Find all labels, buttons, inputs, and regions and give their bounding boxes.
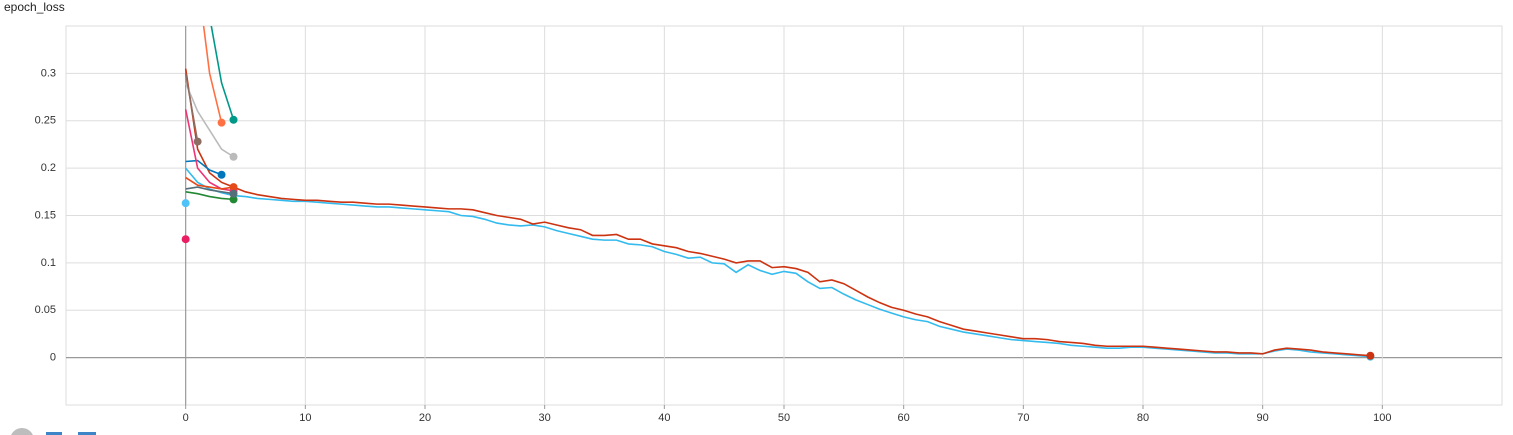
legend-icon[interactable] <box>78 432 96 435</box>
x-tick-label: 90 <box>1257 412 1269 424</box>
series-end-dot <box>217 118 226 127</box>
series-end-dot <box>229 195 238 204</box>
series-line <box>184 68 1371 357</box>
x-tick-label: 0 <box>183 412 189 424</box>
x-tick-label: 20 <box>419 412 431 424</box>
x-tick-label: 40 <box>658 412 670 424</box>
series-end-dot <box>1366 351 1375 360</box>
series-end-dot <box>193 137 202 146</box>
series-end-dot <box>181 235 190 244</box>
y-tick-label: 0.3 <box>41 67 56 79</box>
series-end-dot <box>229 189 238 198</box>
plot-area <box>181 26 1375 361</box>
series-end-dot <box>229 183 238 192</box>
series-line <box>184 109 234 192</box>
x-tick-label: 30 <box>539 412 551 424</box>
series-end-dot <box>229 152 238 161</box>
series-end-dot <box>181 199 190 208</box>
y-tick-label: 0.15 <box>35 209 56 221</box>
series-line <box>185 159 222 176</box>
y-tick-label: 0.05 <box>35 304 56 316</box>
y-tick-label: 0 <box>50 352 56 364</box>
series-line <box>185 186 234 195</box>
series-line <box>185 167 1371 358</box>
series-end-dot <box>229 115 238 124</box>
series-end-dot <box>217 170 226 179</box>
series-line <box>184 82 234 158</box>
series-line <box>210 26 235 121</box>
x-tick-label: 50 <box>778 412 790 424</box>
series-line <box>184 73 199 142</box>
series-line <box>202 26 223 123</box>
legend-toggle-icon[interactable] <box>10 428 34 435</box>
x-tick-label: 100 <box>1373 412 1391 424</box>
y-tick-label: 0.1 <box>41 257 56 269</box>
y-tick-label: 0.25 <box>35 115 56 127</box>
x-tick-label: 10 <box>299 412 311 424</box>
x-tick-label: 60 <box>898 412 910 424</box>
y-tick-label: 0.2 <box>41 162 56 174</box>
chart-title: epoch_loss <box>4 0 65 14</box>
series-line <box>185 191 234 201</box>
x-tick-label: 70 <box>1017 412 1029 424</box>
x-tick-label: 80 <box>1137 412 1149 424</box>
legend-icon[interactable] <box>46 432 62 435</box>
series-line <box>185 176 234 190</box>
